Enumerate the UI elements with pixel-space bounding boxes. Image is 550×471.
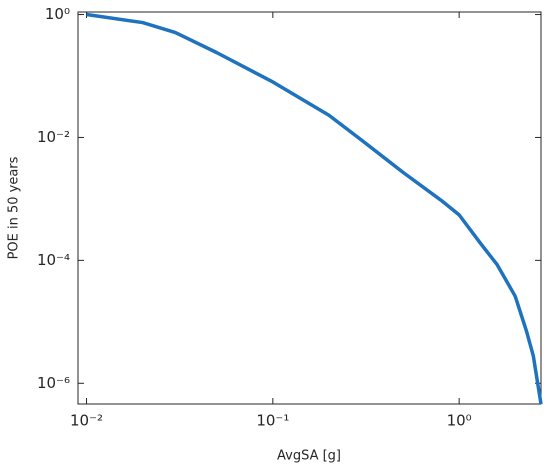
y-axis-label: POE in 50 years (7, 156, 22, 259)
y-tick-label: 10⁻⁴ (37, 251, 70, 269)
data-line (86, 12, 543, 405)
x-tick-label: 10⁻¹ (256, 412, 289, 430)
y-tick-label: 10⁰ (45, 5, 70, 23)
x-axis-label: AvgSA [g] (277, 449, 341, 464)
x-tick-label: 10⁰ (447, 412, 472, 430)
y-tick-label: 10⁻² (37, 128, 70, 146)
x-tick-label: 10⁻² (70, 412, 103, 430)
y-tick-label: 10⁻⁶ (37, 374, 70, 392)
plot-frame (77, 11, 542, 405)
